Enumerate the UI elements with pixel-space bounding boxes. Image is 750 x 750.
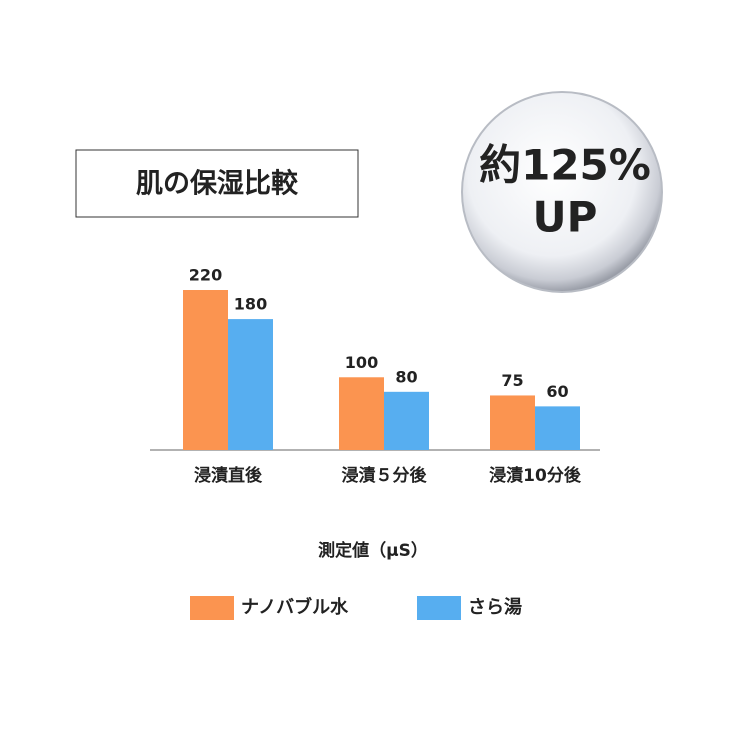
legend-swatch bbox=[417, 596, 461, 620]
data-label: 75 bbox=[501, 371, 523, 390]
data-label: 80 bbox=[395, 367, 417, 386]
badge-text: UP bbox=[533, 193, 598, 242]
legend-label: ナノバブル水 bbox=[241, 596, 349, 618]
x-axis-label: 測定値（μS） bbox=[318, 540, 428, 561]
data-label: 180 bbox=[234, 295, 267, 314]
badge-text: 約125% bbox=[479, 141, 651, 190]
bar bbox=[384, 391, 429, 450]
bar bbox=[183, 290, 228, 450]
data-label: 220 bbox=[189, 266, 222, 285]
bar bbox=[228, 319, 273, 450]
x-tick-label: 浸漬直後 bbox=[194, 465, 263, 486]
data-label: 60 bbox=[546, 382, 568, 401]
title-box bbox=[75, 149, 359, 218]
legend-swatch bbox=[190, 596, 234, 620]
legend-label: さら湯 bbox=[468, 597, 522, 618]
bar bbox=[535, 406, 580, 450]
bar bbox=[490, 395, 535, 450]
bar bbox=[339, 377, 384, 450]
data-label: 100 bbox=[345, 353, 378, 372]
badge bbox=[461, 91, 663, 293]
x-tick-label: 浸漬５分後 bbox=[342, 465, 428, 486]
x-tick-label: 浸漬10分後 bbox=[489, 465, 582, 486]
chart-title: 肌の保湿比較 bbox=[136, 168, 299, 200]
